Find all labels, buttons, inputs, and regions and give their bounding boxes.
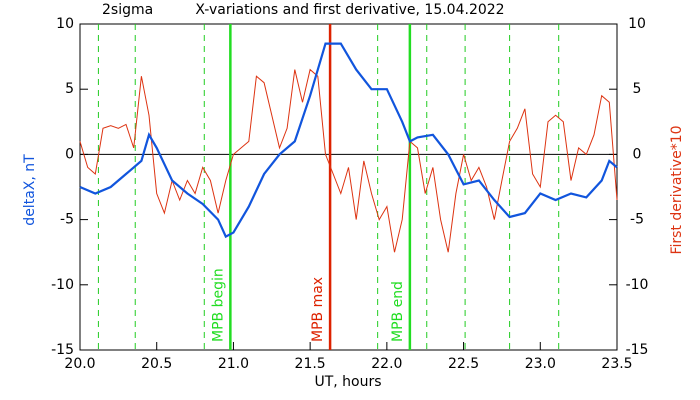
data-line — [79, 42, 618, 239]
x-tick-label: 21.5 — [295, 356, 326, 372]
marker-label: MPB begin — [210, 268, 226, 342]
x-tick-label: 21.0 — [218, 356, 249, 372]
y-tick-label: -15 — [51, 342, 74, 358]
y2-tick-label: -5 — [630, 212, 644, 228]
plot-frame — [79, 23, 618, 351]
y2-tick-label: 10 — [628, 16, 646, 32]
x-tick-label: 20.0 — [64, 356, 95, 372]
x-tick-label: 23.0 — [525, 356, 556, 372]
x-tick-label: 22.0 — [371, 356, 402, 372]
y2-tick-label: -10 — [626, 277, 649, 293]
y-axis-label: deltaX, nT — [22, 154, 38, 226]
y-tick-label: -10 — [51, 277, 74, 293]
marker-label: MPB end — [390, 281, 406, 342]
y2-tick-label: 0 — [633, 146, 642, 162]
y2-axis-label: First derivative*10 — [669, 125, 685, 254]
marker-label: MPB max — [310, 277, 326, 342]
y-tick-label: -5 — [60, 212, 74, 228]
chart-title: X-variations and first derivative, 15.04… — [195, 2, 504, 18]
data-line — [79, 68, 618, 253]
y-tick-label: 0 — [65, 146, 74, 162]
y2-tick-label: -15 — [626, 342, 649, 358]
x-tick-label: 22.5 — [448, 356, 479, 372]
x-tick-label: 23.5 — [601, 356, 632, 372]
y-tick-label: 5 — [65, 81, 74, 97]
y2-tick-label: 5 — [633, 81, 642, 97]
annotation: 2sigma — [102, 2, 153, 18]
x-axis-label: UT, hours — [314, 374, 381, 390]
y-tick-label: 10 — [56, 16, 74, 32]
x-tick-label: 20.5 — [141, 356, 172, 372]
